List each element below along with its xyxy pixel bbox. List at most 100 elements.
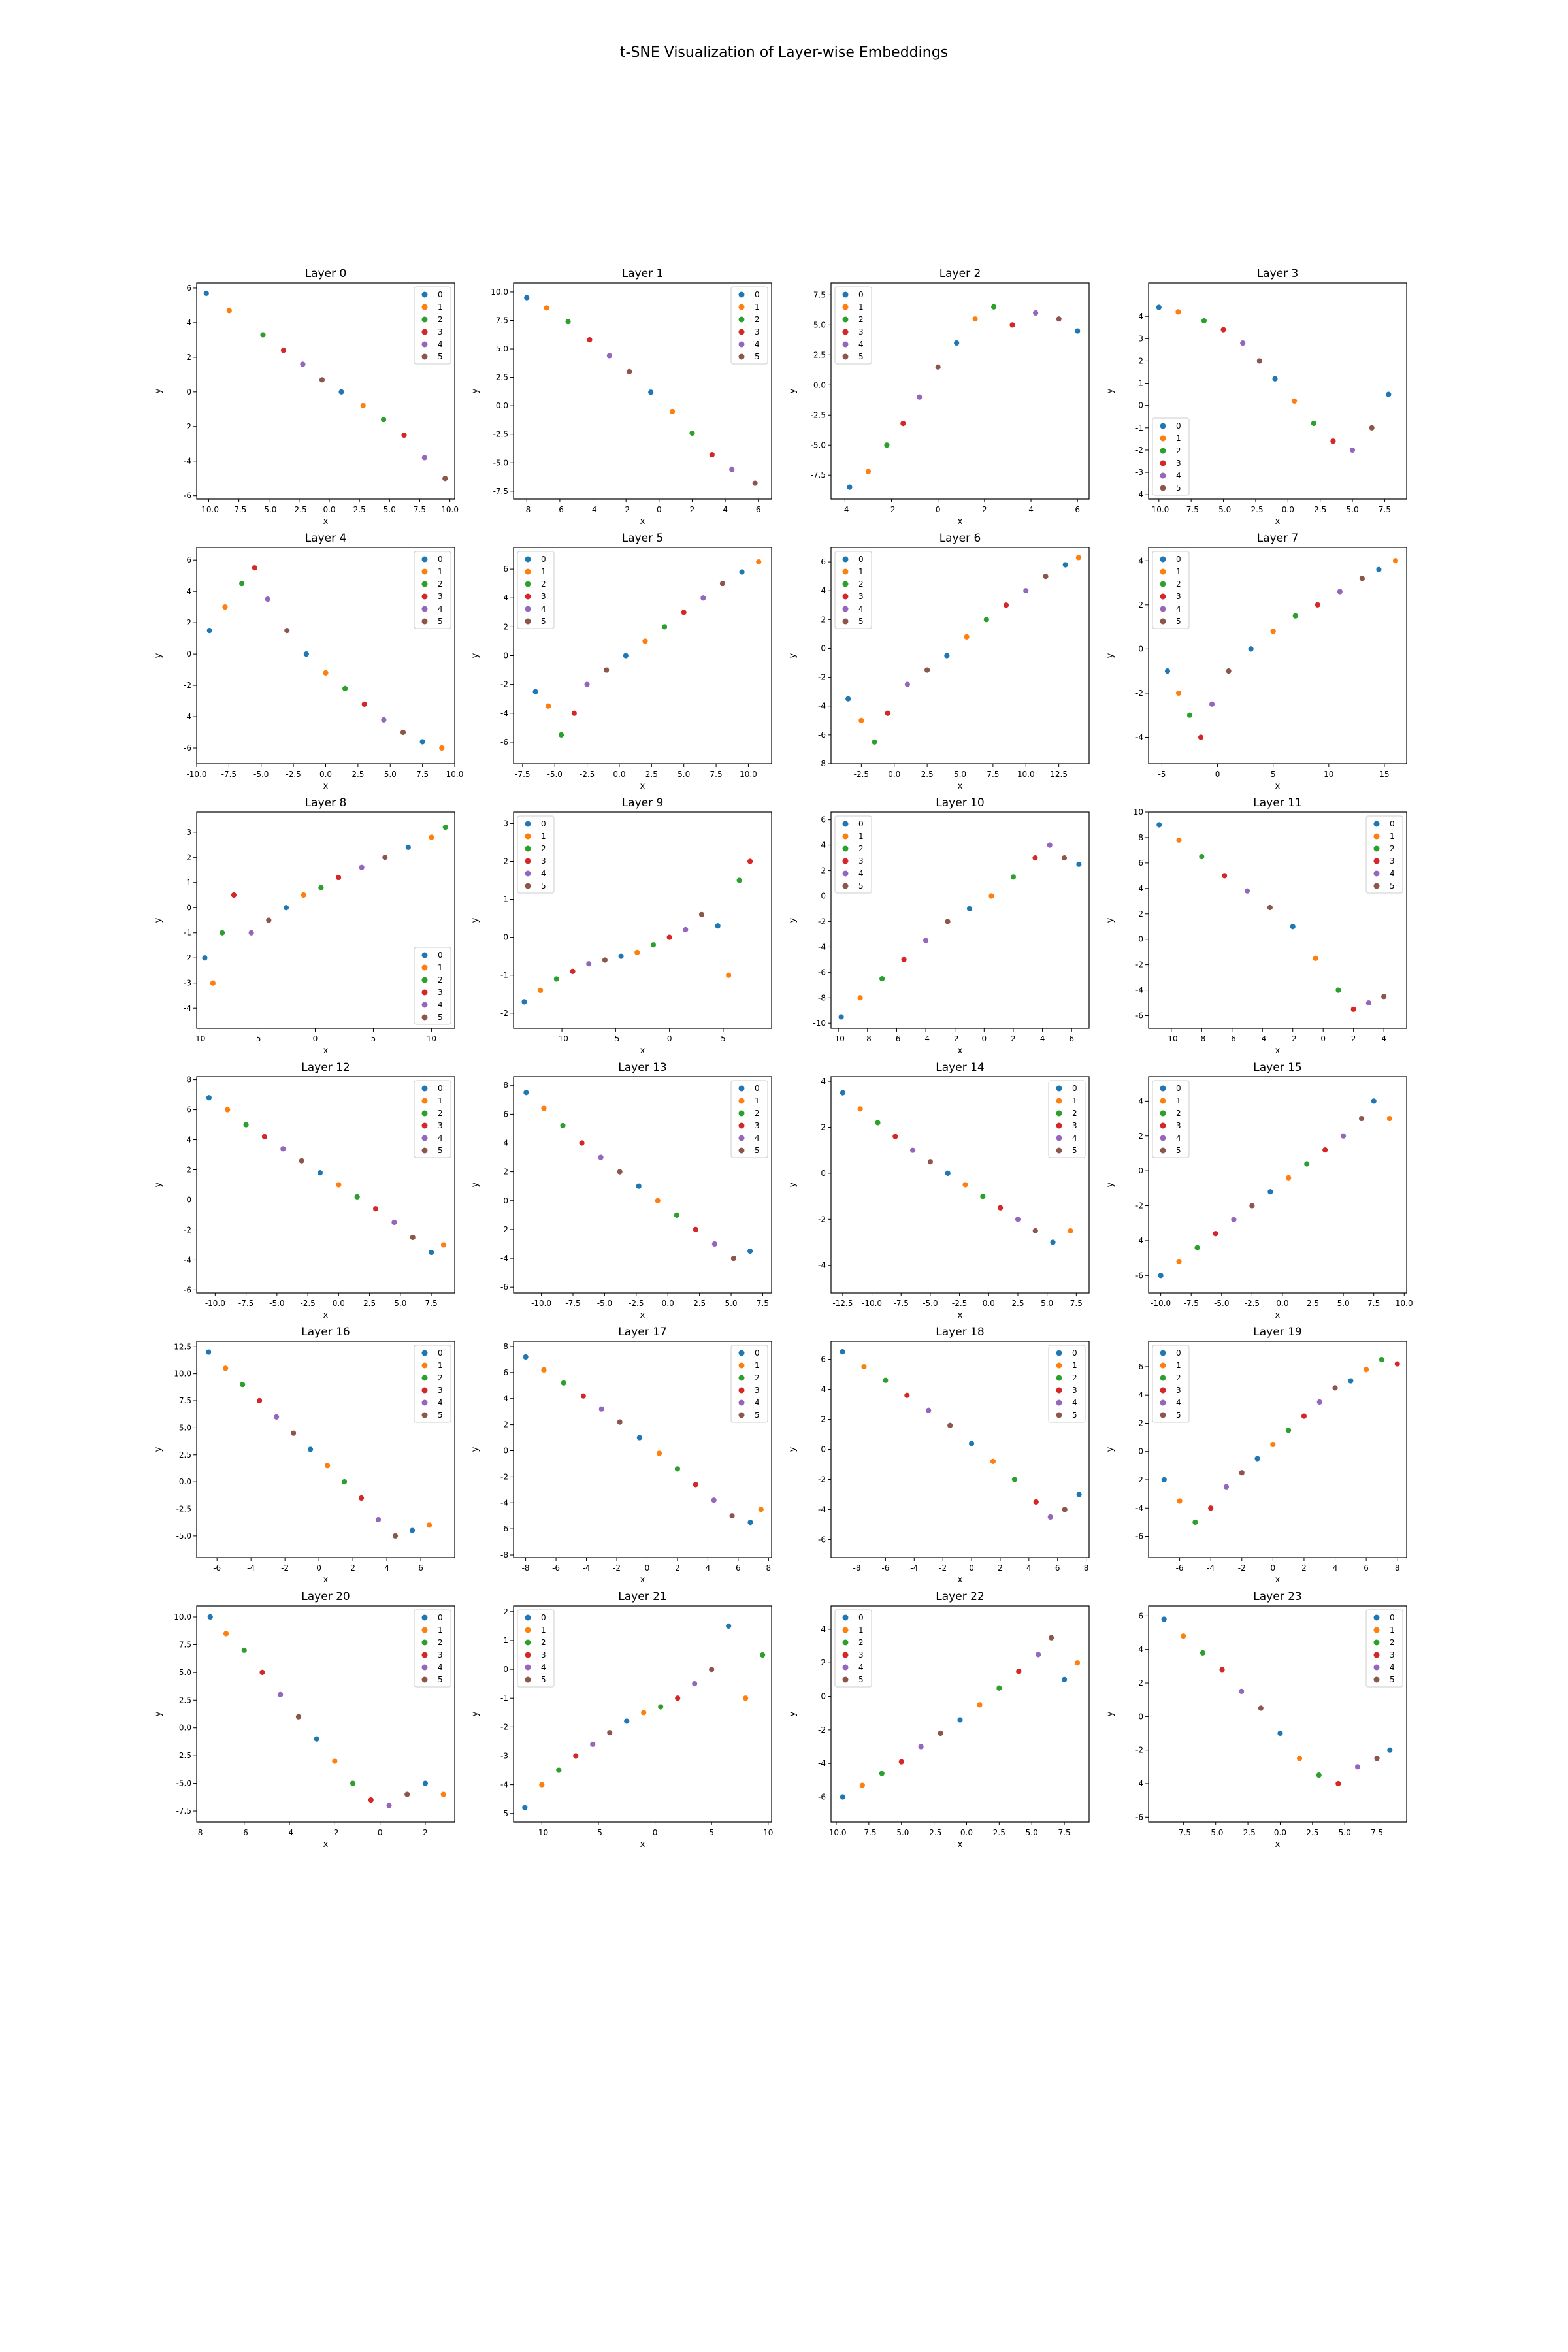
scatter-point	[700, 595, 707, 602]
legend-label: 4	[1390, 1663, 1395, 1672]
scatter-point	[404, 1791, 411, 1798]
y-tick-label: 0	[821, 892, 826, 901]
x-tick-label: -2.5	[854, 770, 869, 779]
legend-marker	[1160, 618, 1166, 625]
subplot-title: Layer 12	[301, 1061, 350, 1074]
legend-marker	[1056, 1362, 1062, 1369]
scatter-point	[708, 451, 715, 458]
legend-box	[414, 1080, 451, 1158]
scatter-point	[673, 1211, 680, 1218]
y-tick-label: -2	[500, 1009, 508, 1018]
scatter-point	[295, 1713, 302, 1720]
legend-label: 3	[438, 327, 443, 336]
scatter-point	[1221, 872, 1228, 879]
legend-marker	[1373, 1639, 1380, 1646]
y-tick-label: 7.5	[496, 316, 508, 325]
y-axis-label: y	[470, 388, 480, 393]
x-tick-label: -4	[286, 1828, 293, 1837]
legend-label: 3	[438, 592, 443, 601]
scatter-point	[341, 1478, 348, 1486]
scatter-point	[1289, 923, 1296, 930]
legend-label: 1	[1176, 434, 1181, 443]
legend-label: 2	[858, 315, 864, 324]
y-tick-label: 2	[1138, 600, 1143, 610]
legend-marker	[738, 1412, 745, 1418]
scatter-point	[1394, 1360, 1401, 1367]
plot-frame	[513, 811, 772, 1029]
legend-marker	[842, 316, 849, 323]
y-tick-label: 12.5	[174, 1342, 191, 1351]
y-axis-label: y	[1105, 388, 1115, 393]
scatter-point	[1322, 1147, 1329, 1154]
legend-marker	[421, 1614, 428, 1621]
legend-marker	[421, 1350, 428, 1356]
scatter-point	[1365, 1000, 1372, 1006]
scatter-point	[714, 923, 721, 930]
legend-label: 4	[541, 604, 546, 613]
legend-marker	[1373, 1676, 1380, 1683]
scatter-point	[290, 1429, 297, 1437]
subplot: Layer 18 -8 -6 -4 -2 0 2 4 6 8 -6 -4 -2 0 2 4 6 x y 0 1 2 3 4 5	[788, 1326, 1090, 1585]
scatter-point	[669, 408, 676, 415]
legend-label: 0	[541, 819, 546, 828]
x-tick-label: 4	[723, 505, 728, 514]
x-tick-label: 2	[1351, 1034, 1356, 1043]
x-tick-label: -6	[556, 505, 564, 514]
scatter-point	[956, 1716, 964, 1723]
legend-marker	[842, 353, 849, 360]
x-tick-label: -2	[613, 1563, 621, 1573]
x-tick-label: -2.5	[952, 1299, 967, 1308]
legend: 0 1 2 3 4 5	[1365, 1609, 1403, 1688]
scatter-point	[318, 884, 325, 891]
scatter-point	[265, 917, 272, 924]
scatter-point	[996, 1684, 1003, 1691]
scatter-point	[898, 1758, 905, 1765]
y-tick-label: -6	[184, 743, 191, 753]
scatter-point	[647, 389, 655, 396]
plot-frame	[196, 1076, 455, 1294]
x-axis-label: x	[323, 1840, 329, 1850]
scatter-point	[1198, 734, 1204, 741]
scatter-point	[642, 638, 649, 645]
legend-marker	[525, 870, 531, 877]
x-tick-label: -6	[240, 1828, 248, 1837]
y-axis-label: y	[788, 1711, 798, 1716]
y-tick-label: 4	[1138, 1390, 1143, 1399]
x-tick-label: -10	[193, 1034, 206, 1043]
subplot: Layer 20 -8 -6 -4 -2 0 2 -7.5 -5.0 -2.5 0.0 2.5 5.0 7…	[154, 1590, 455, 1850]
x-tick-label: 0	[667, 1034, 672, 1043]
x-tick-label: -2	[622, 505, 630, 514]
subplot: Layer 11 -10 -8 -6 -4 -2 0 2 4 -6 -4 -2 0 2 4 6 8 10 x y 0 1 2…	[1105, 796, 1407, 1056]
scatter-point	[223, 1630, 229, 1637]
legend-label: 1	[541, 567, 546, 576]
legend-marker	[1160, 448, 1166, 454]
subplot-title: Layer 20	[301, 1590, 350, 1603]
scatter-point	[623, 1718, 630, 1725]
legend-label: 0	[438, 1348, 443, 1358]
x-tick-label: 6	[418, 1563, 423, 1573]
x-tick-label: 7.5	[416, 770, 429, 779]
x-tick-label: -10	[536, 1828, 549, 1837]
scatter-point	[1062, 561, 1069, 568]
scatter-point	[317, 1169, 323, 1177]
legend-label: 5	[541, 617, 546, 626]
y-tick-label: -2.5	[176, 1751, 191, 1760]
scatter-point	[426, 1522, 433, 1529]
y-tick-label: 2	[186, 1166, 191, 1175]
legend-label: 5	[1072, 1411, 1077, 1420]
scatter-point	[523, 1089, 530, 1096]
x-axis-label: x	[1275, 1046, 1281, 1056]
y-tick-label: -5.0	[176, 1779, 191, 1788]
x-axis-label: x	[958, 1575, 963, 1585]
subplot-title: Layer 8	[305, 796, 347, 809]
x-tick-label: 2.5	[351, 770, 364, 779]
y-tick-label: -4	[500, 1254, 508, 1263]
legend-label: 5	[438, 1411, 443, 1420]
y-tick-label: 4	[1138, 1645, 1143, 1654]
scatter-point	[1349, 447, 1356, 453]
x-axis-label: x	[958, 1840, 963, 1850]
scatter-point	[943, 652, 951, 659]
scatter-point	[583, 681, 591, 688]
legend-marker	[842, 291, 849, 298]
